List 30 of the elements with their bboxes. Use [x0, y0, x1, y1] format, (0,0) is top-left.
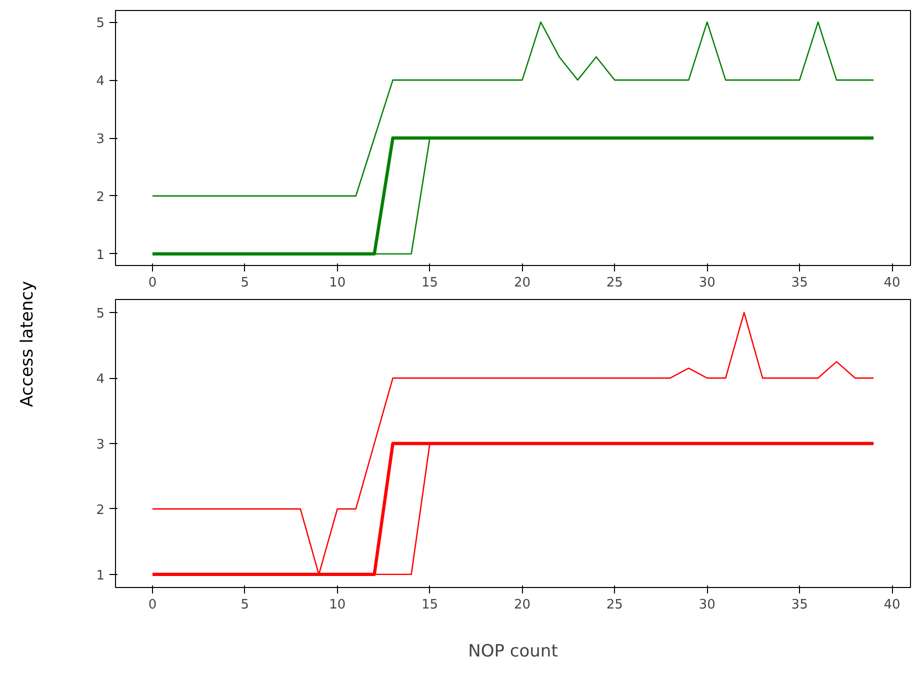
x-tick-label: 35 — [791, 598, 808, 612]
y-tick-label: 5 — [96, 16, 105, 32]
x-tick-label: 10 — [329, 598, 346, 612]
x-tick-label: 15 — [422, 276, 438, 290]
x-tick-label: 40 — [884, 276, 900, 290]
x-tick-label: 25 — [606, 598, 623, 612]
y-tick-label: 3 — [96, 132, 105, 147]
x-tick-label: 5 — [240, 276, 250, 290]
x-tick-label: 0 — [148, 276, 157, 290]
x-tick-label: 40 — [884, 598, 900, 612]
y-tick-label: 4 — [96, 372, 105, 388]
x-tick-label: 20 — [514, 598, 531, 612]
y-tick-label: 1 — [96, 248, 105, 263]
x-tick-label: 25 — [606, 276, 623, 290]
y-tick-label: 2 — [96, 190, 105, 205]
y-tick-label: 2 — [96, 502, 105, 518]
x-axis-title: NOP count — [468, 642, 558, 662]
y-tick-label: 5 — [96, 306, 105, 322]
x-tick-label: 20 — [514, 276, 531, 290]
x-tick-label: 5 — [240, 598, 250, 612]
y-tick-label: 1 — [96, 568, 105, 584]
x-tick-label: 35 — [791, 276, 808, 290]
y-axis-title: Access latency — [18, 280, 38, 408]
x-tick-label: 0 — [148, 598, 157, 612]
y-tick-label: 3 — [96, 438, 105, 452]
x-tick-label: 10 — [329, 276, 346, 290]
x-tick-label: 30 — [698, 276, 716, 290]
y-tick-label: 4 — [96, 74, 105, 90]
x-tick-label: 15 — [422, 598, 438, 612]
x-tick-label: 30 — [698, 598, 716, 612]
